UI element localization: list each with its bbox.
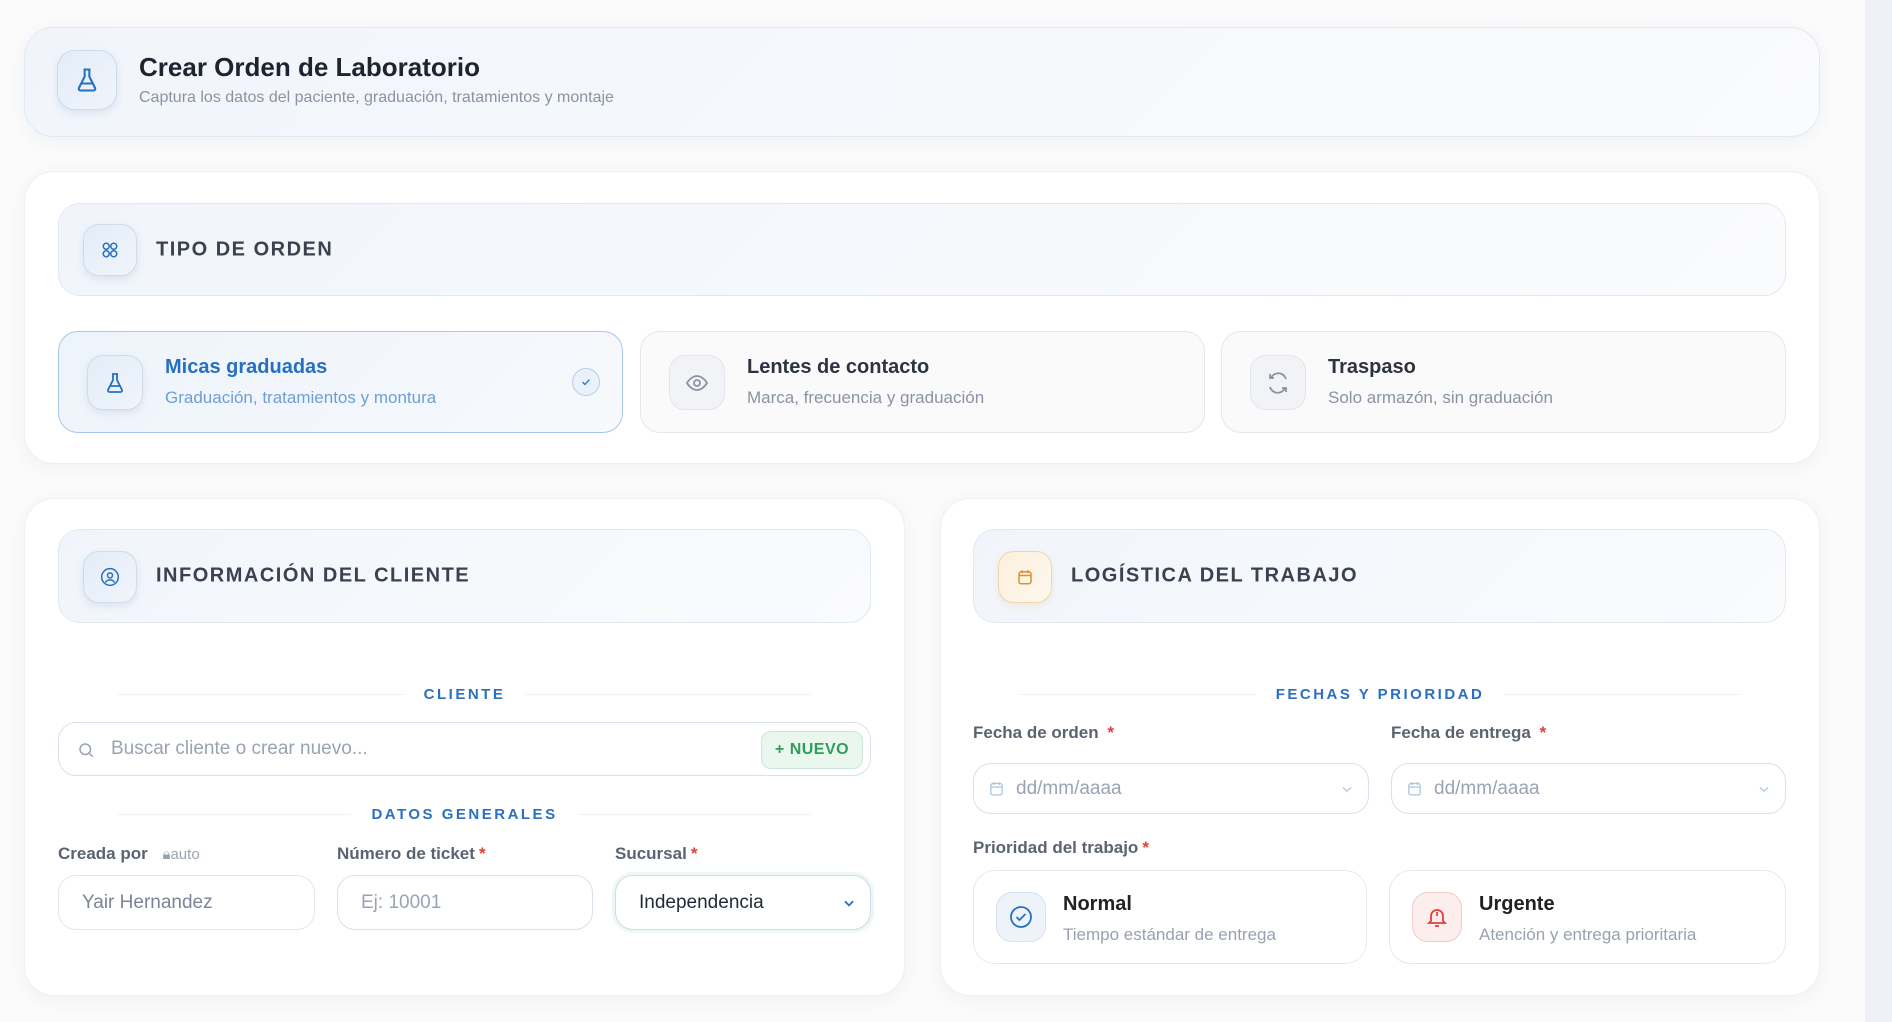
required-mark: * bbox=[690, 844, 698, 863]
delivery-date-label: Fecha de entrega * bbox=[1391, 723, 1546, 743]
required-mark: * bbox=[1539, 723, 1547, 742]
priority-urgente[interactable]: Urgente Atención y entrega prioritaria bbox=[1389, 870, 1786, 964]
user-circle-icon bbox=[83, 551, 137, 603]
priority-title: Normal bbox=[1063, 893, 1132, 915]
option-traspaso[interactable]: Traspaso Solo armazón, sin graduación bbox=[1221, 331, 1786, 433]
grid-icon bbox=[83, 224, 137, 276]
priority-normal[interactable]: Normal Tiempo estándar de entrega bbox=[973, 870, 1367, 964]
calendar-icon bbox=[990, 782, 1003, 796]
label-text: Sucursal bbox=[615, 844, 687, 863]
new-client-button[interactable]: + NUEVO bbox=[761, 731, 863, 769]
lock-icon: 🔒︎ bbox=[162, 846, 171, 863]
branch-label: Sucursal * bbox=[615, 844, 697, 864]
section-title: LOGÍSTICA DEL TRABAJO bbox=[1071, 564, 1359, 587]
priority-subtitle: Atención y entrega prioritaria bbox=[1479, 925, 1697, 944]
option-lentes-contacto[interactable]: Lentes de contacto Marca, frecuencia y g… bbox=[640, 331, 1205, 433]
page-title: Crear Orden de Laboratorio bbox=[139, 52, 480, 82]
option-title: Lentes de contacto bbox=[747, 356, 930, 378]
refresh-icon bbox=[1250, 355, 1306, 410]
required-mark: * bbox=[1142, 838, 1149, 857]
search-placeholder: Buscar cliente o crear nuevo... bbox=[111, 738, 368, 759]
page-header: Crear Orden de Laboratorio Captura los d… bbox=[24, 27, 1820, 137]
priority-label: Prioridad del trabajo * bbox=[973, 838, 1149, 858]
option-micas-graduadas[interactable]: Micas graduadas Graduación, tratamientos… bbox=[58, 331, 623, 433]
option-subtitle: Marca, frecuencia y graduación bbox=[747, 388, 985, 407]
auto-badge: 🔒︎auto bbox=[162, 846, 199, 863]
label-text: Creada por bbox=[58, 844, 148, 863]
label-text: Fecha de entrega bbox=[1391, 723, 1531, 742]
order-type-header: TIPO DE ORDEN bbox=[58, 203, 1786, 296]
check-icon bbox=[572, 368, 600, 396]
delivery-date-input[interactable]: dd/mm/aaaa bbox=[1391, 763, 1786, 814]
flask-icon bbox=[57, 50, 117, 110]
label-text: Número de ticket bbox=[337, 844, 475, 863]
created-by-value: Yair Hernandez bbox=[82, 891, 213, 913]
order-date-label: Fecha de orden * bbox=[973, 723, 1114, 743]
branch-select[interactable]: Independencia bbox=[615, 875, 871, 930]
ticket-label: Número de ticket * bbox=[337, 844, 486, 864]
badge-text: auto bbox=[170, 846, 200, 863]
chevron-down-icon bbox=[1759, 786, 1769, 793]
option-subtitle: Graduación, tratamientos y montura bbox=[165, 388, 437, 407]
section-title: TIPO DE ORDEN bbox=[156, 238, 334, 260]
fechas-divider: FECHAS Y PRIORIDAD bbox=[1000, 685, 1760, 703]
page-subtitle: Captura los datos del paciente, graduaci… bbox=[139, 89, 614, 106]
bell-icon bbox=[1412, 892, 1462, 942]
logistics-header: LOGÍSTICA DEL TRABAJO bbox=[973, 529, 1786, 623]
created-by-label: Creada por 🔒︎auto bbox=[58, 844, 200, 864]
branch-value: Independencia bbox=[639, 891, 764, 913]
order-date-input[interactable]: dd/mm/aaaa bbox=[973, 763, 1369, 814]
required-mark: * bbox=[1107, 723, 1114, 742]
option-subtitle: Solo armazón, sin graduación bbox=[1328, 388, 1553, 407]
created-by-field: Yair Hernandez bbox=[58, 875, 315, 930]
priority-title: Urgente bbox=[1479, 893, 1555, 915]
option-title: Micas graduadas bbox=[165, 356, 328, 378]
date-placeholder: dd/mm/aaaa bbox=[1434, 777, 1540, 799]
client-search-input[interactable]: Buscar cliente o crear nuevo... + NUEVO bbox=[58, 722, 871, 776]
ticket-placeholder: Ej: 10001 bbox=[361, 891, 442, 913]
scrollbar-track[interactable] bbox=[1865, 0, 1892, 1022]
client-header: INFORMACIÓN DEL CLIENTE bbox=[58, 529, 871, 623]
chevron-down-icon bbox=[844, 900, 854, 907]
flask-icon bbox=[87, 355, 143, 410]
label-text: Fecha de orden bbox=[973, 723, 1099, 742]
datos-generales-divider: DATOS GENERALES bbox=[98, 805, 831, 823]
search-icon bbox=[79, 743, 94, 758]
cliente-divider: CLIENTE bbox=[98, 685, 831, 703]
required-mark: * bbox=[478, 844, 486, 863]
label-text: Prioridad del trabajo bbox=[973, 838, 1139, 857]
calendar-icon bbox=[1408, 782, 1421, 796]
chevron-down-icon bbox=[1342, 786, 1352, 793]
eye-icon bbox=[669, 355, 725, 410]
calendar-icon bbox=[998, 551, 1052, 603]
check-circle-icon bbox=[996, 892, 1046, 942]
section-title: INFORMACIÓN DEL CLIENTE bbox=[156, 564, 471, 587]
ticket-input[interactable]: Ej: 10001 bbox=[337, 875, 593, 930]
date-placeholder: dd/mm/aaaa bbox=[1016, 777, 1122, 799]
priority-subtitle: Tiempo estándar de entrega bbox=[1063, 925, 1276, 944]
option-title: Traspaso bbox=[1328, 356, 1416, 378]
